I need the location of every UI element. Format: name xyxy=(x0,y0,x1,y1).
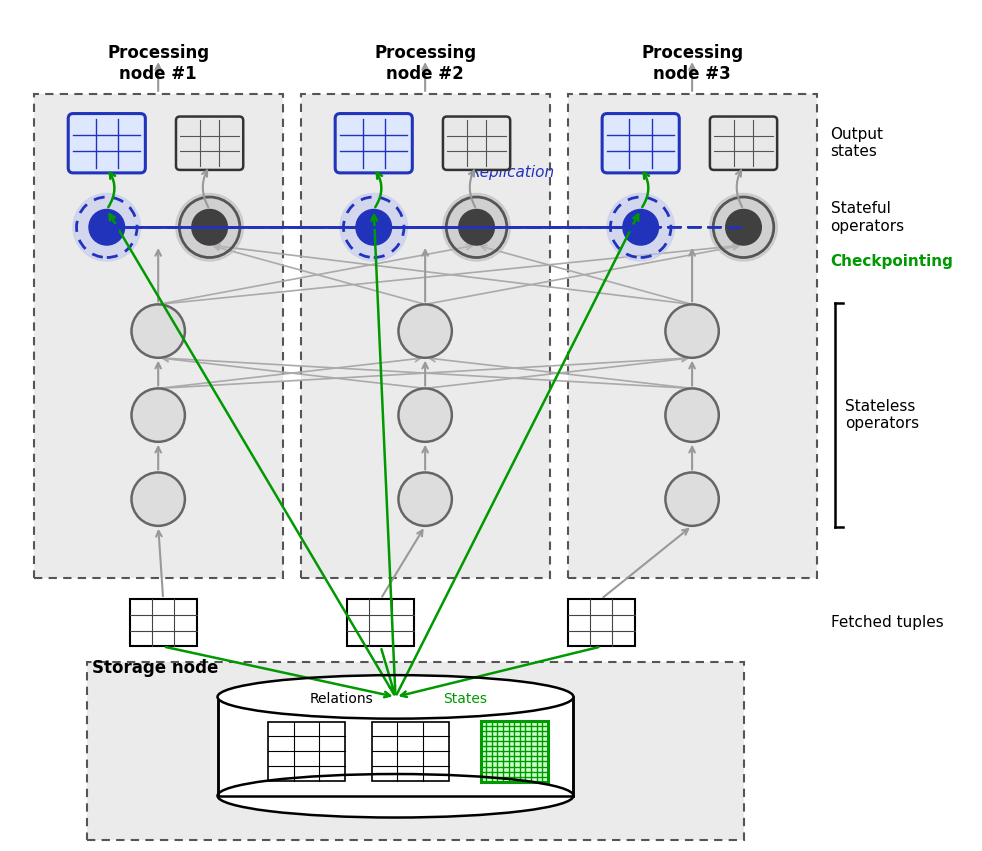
FancyBboxPatch shape xyxy=(710,117,777,170)
Text: Checkpointing: Checkpointing xyxy=(831,254,954,270)
Text: Replication: Replication xyxy=(469,165,555,180)
FancyBboxPatch shape xyxy=(335,113,412,173)
Circle shape xyxy=(459,209,494,245)
Bar xyxy=(300,94,550,579)
Circle shape xyxy=(607,193,675,261)
Circle shape xyxy=(399,305,452,357)
Bar xyxy=(568,94,817,579)
Circle shape xyxy=(726,209,761,245)
Bar xyxy=(568,599,634,647)
Bar xyxy=(268,722,345,781)
Circle shape xyxy=(399,472,452,526)
FancyBboxPatch shape xyxy=(176,117,244,170)
Text: Processing
node #3: Processing node #3 xyxy=(641,44,743,83)
Circle shape xyxy=(710,193,778,261)
Bar xyxy=(130,599,196,647)
Circle shape xyxy=(443,193,511,261)
Circle shape xyxy=(355,209,392,245)
Bar xyxy=(347,599,414,647)
Text: States: States xyxy=(443,692,487,706)
Circle shape xyxy=(340,193,408,261)
Text: Output
states: Output states xyxy=(831,127,884,159)
Ellipse shape xyxy=(218,774,573,818)
FancyBboxPatch shape xyxy=(602,113,680,173)
Text: Stateful
operators: Stateful operators xyxy=(831,201,904,233)
Bar xyxy=(87,662,743,840)
Circle shape xyxy=(623,209,659,245)
Bar xyxy=(480,721,548,782)
Text: Storage node: Storage node xyxy=(92,660,218,677)
Bar xyxy=(372,722,449,781)
Circle shape xyxy=(399,388,452,442)
Circle shape xyxy=(132,388,185,442)
Circle shape xyxy=(176,193,244,261)
Circle shape xyxy=(666,305,719,357)
Text: Processing
node #2: Processing node #2 xyxy=(374,44,476,83)
Text: Fetched tuples: Fetched tuples xyxy=(831,615,944,631)
Text: Processing
node #1: Processing node #1 xyxy=(107,44,209,83)
Bar xyxy=(218,697,573,796)
Circle shape xyxy=(132,305,185,357)
Circle shape xyxy=(73,193,140,261)
Bar xyxy=(33,94,283,579)
Text: Stateless
operators: Stateless operators xyxy=(846,399,919,431)
Circle shape xyxy=(132,472,185,526)
Circle shape xyxy=(89,209,125,245)
Circle shape xyxy=(191,209,228,245)
Text: Relations: Relations xyxy=(309,692,373,706)
FancyBboxPatch shape xyxy=(443,117,511,170)
FancyBboxPatch shape xyxy=(68,113,145,173)
Circle shape xyxy=(666,472,719,526)
Circle shape xyxy=(666,388,719,442)
Ellipse shape xyxy=(218,675,573,718)
